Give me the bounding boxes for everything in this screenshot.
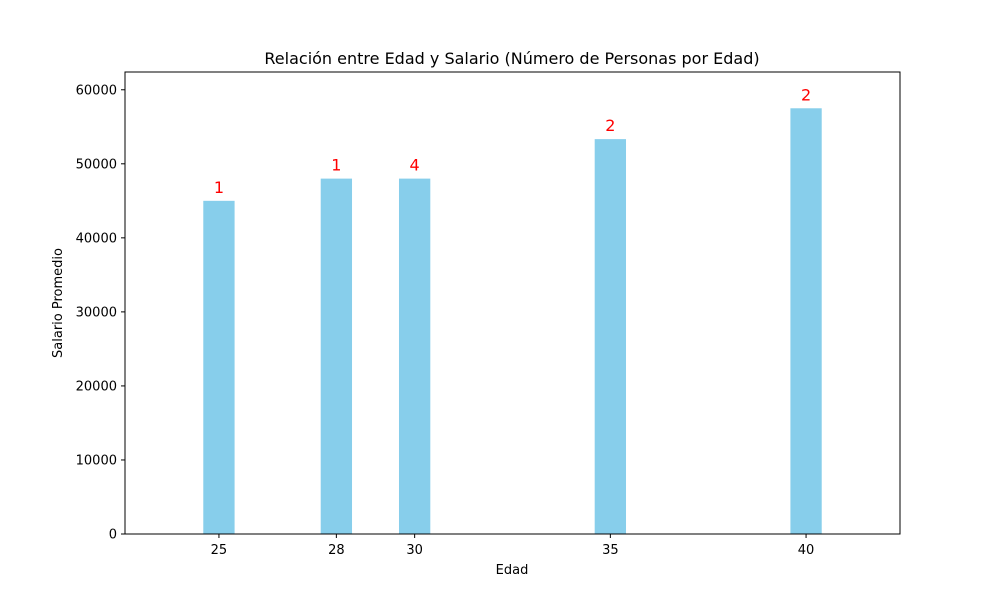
chart-title: Relación entre Edad y Salario (Número de…: [264, 49, 759, 68]
data-label-28: 1: [331, 156, 341, 175]
x-tick-label-35: 35: [602, 543, 619, 558]
y-tick-label-40000: 40000: [76, 231, 117, 246]
y-tick-label-50000: 50000: [76, 157, 117, 172]
x-tick-label-28: 28: [328, 543, 345, 558]
x-tick-label-25: 25: [211, 543, 228, 558]
x-tick-label-40: 40: [798, 543, 815, 558]
data-label-40: 2: [801, 85, 811, 104]
bar-28: [320, 178, 353, 534]
data-label-30: 4: [410, 156, 420, 175]
y-axis-label: Salario Promedio: [51, 248, 66, 358]
bar-30: [398, 178, 431, 534]
y-tick-label-20000: 20000: [76, 379, 117, 394]
data-label-35: 2: [605, 116, 615, 135]
x-axis-label: Edad: [496, 563, 529, 578]
bar-25: [203, 200, 235, 535]
data-label-25: 1: [214, 178, 224, 197]
x-axis-ticks: 25 28 30 35 40: [211, 534, 815, 558]
plot-area-frame: [124, 71, 901, 535]
y-tick-label-10000: 10000: [76, 453, 117, 468]
bar-35: [594, 139, 627, 534]
y-tick-label-0: 0: [109, 528, 117, 543]
data-labels-group: 1 1 4 2 2: [214, 85, 811, 197]
bars-group: [203, 108, 822, 535]
x-tick-label-30: 30: [406, 543, 423, 558]
bar-40: [790, 108, 822, 535]
y-tick-label-30000: 30000: [76, 305, 117, 320]
y-tick-label-60000: 60000: [76, 83, 117, 98]
y-axis-ticks: 0 10000 20000 30000 40000 50000 60000: [76, 83, 125, 543]
